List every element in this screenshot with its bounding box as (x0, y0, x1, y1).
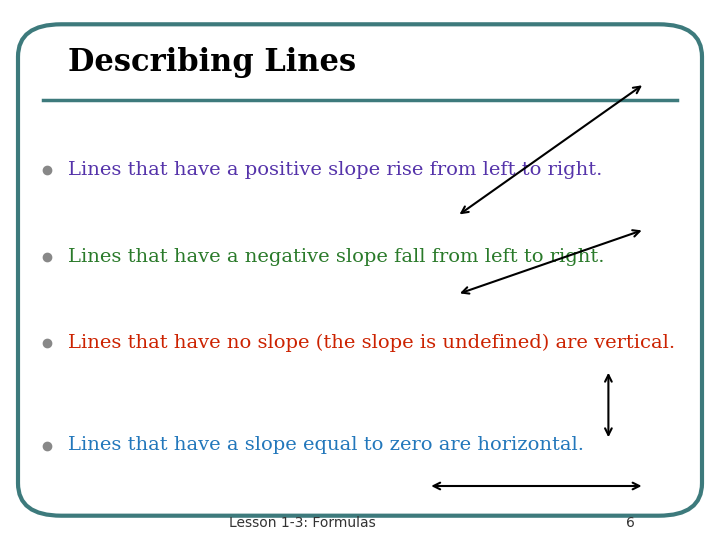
Text: Lines that have a negative slope fall from left to right.: Lines that have a negative slope fall fr… (68, 247, 605, 266)
Text: Lesson 1-3: Formulas: Lesson 1-3: Formulas (229, 516, 376, 530)
Text: Lines that have no slope (the slope is undefined) are vertical.: Lines that have no slope (the slope is u… (68, 334, 675, 352)
Text: Describing Lines: Describing Lines (68, 46, 356, 78)
Text: 6: 6 (626, 516, 634, 530)
Text: Lines that have a positive slope rise from left to right.: Lines that have a positive slope rise fr… (68, 161, 603, 179)
Text: Lines that have a slope equal to zero are horizontal.: Lines that have a slope equal to zero ar… (68, 436, 585, 455)
FancyBboxPatch shape (18, 24, 702, 516)
